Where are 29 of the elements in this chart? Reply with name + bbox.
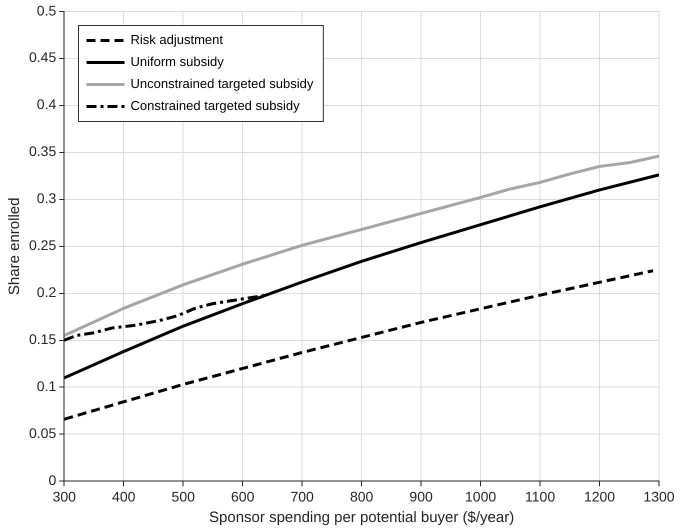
x-tick-label: 800 bbox=[350, 488, 374, 504]
y-tick-label: 0.45 bbox=[29, 49, 56, 66]
y-tick-label: 0.35 bbox=[29, 143, 56, 160]
y-tick-label: 0.1 bbox=[36, 378, 56, 394]
x-tick-label: 1100 bbox=[524, 488, 556, 504]
line-series bbox=[64, 269, 655, 421]
y-tick-label: 0.2 bbox=[36, 284, 56, 300]
legend-label: Unconstrained targeted subsidy bbox=[130, 76, 314, 92]
legend-label: Risk adjustment bbox=[130, 32, 224, 48]
legend-label: Constrained targeted subsidy bbox=[130, 98, 300, 114]
x-tick-label: 700 bbox=[290, 488, 314, 504]
y-tick-label: 0.25 bbox=[29, 237, 56, 254]
x-axis-title: Sponsor spending per potential buyer ($/year) bbox=[209, 509, 514, 526]
legend-label: Uniform subsidy bbox=[130, 54, 224, 70]
y-tick-label: 0.5 bbox=[36, 2, 56, 18]
y-tick-label: 0.3 bbox=[36, 190, 56, 206]
x-tick-label: 1000 bbox=[464, 488, 496, 504]
x-tick-label: 1200 bbox=[584, 488, 616, 504]
y-axis-title: Share enrolled bbox=[6, 198, 24, 296]
y-tick-label: 0 bbox=[48, 472, 56, 488]
x-tick-label: 500 bbox=[172, 488, 196, 504]
y-tick-label: 0.05 bbox=[29, 425, 56, 442]
x-tick-label: 1300 bbox=[643, 488, 675, 504]
x-tick-label: 900 bbox=[409, 488, 433, 504]
y-tick-label: 0.4 bbox=[36, 96, 56, 112]
x-tick-label: 300 bbox=[52, 488, 76, 504]
x-tick-label: 600 bbox=[230, 488, 255, 504]
y-tick-label: 0.15 bbox=[29, 331, 56, 348]
x-tick-label: 400 bbox=[112, 488, 136, 504]
